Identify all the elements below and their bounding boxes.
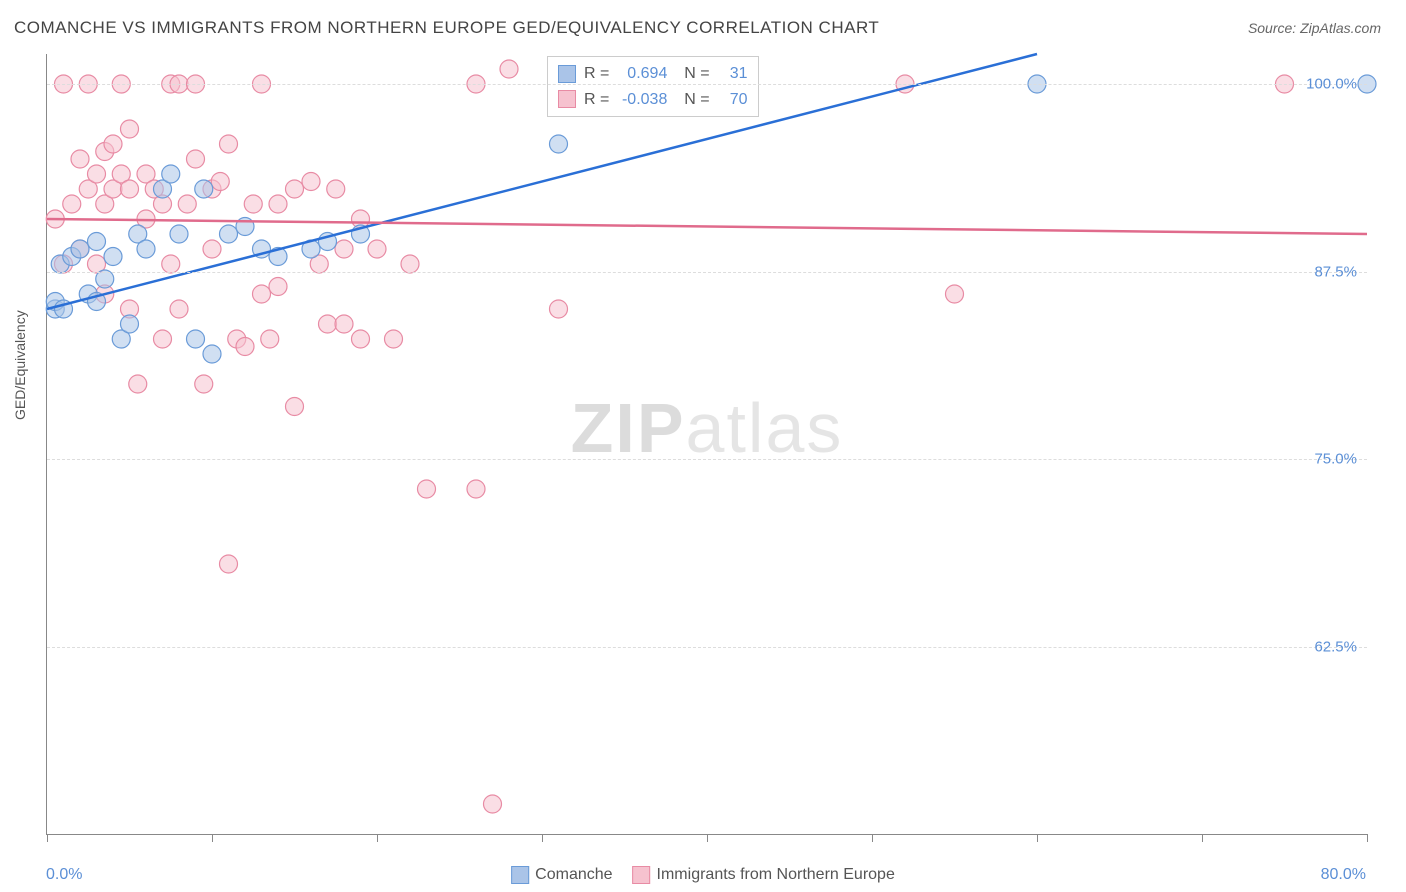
stat-n-value: 31	[718, 61, 748, 87]
scatter-point	[129, 375, 147, 393]
scatter-point	[195, 180, 213, 198]
scatter-point	[269, 278, 287, 296]
scatter-point	[946, 285, 964, 303]
scatter-point	[418, 480, 436, 498]
stat-r-value: -0.038	[617, 87, 667, 113]
scatter-point	[352, 330, 370, 348]
stat-n-label: N =	[675, 87, 709, 113]
plot-area: ZIPatlas R =0.694 N =31R =-0.038 N =70 6…	[46, 54, 1367, 835]
scatter-point	[550, 300, 568, 318]
scatter-point	[71, 150, 89, 168]
y-tick-label: 87.5%	[1314, 263, 1357, 280]
stat-n-value: 70	[718, 87, 748, 113]
scatter-point	[335, 315, 353, 333]
scatter-point	[170, 225, 188, 243]
scatter-point	[261, 330, 279, 348]
x-tick	[212, 834, 213, 842]
scatter-point	[187, 150, 205, 168]
legend-swatch-icon	[511, 866, 529, 884]
scatter-point	[211, 173, 229, 191]
scatter-point	[121, 315, 139, 333]
x-tick	[1367, 834, 1368, 842]
scatter-point	[104, 248, 122, 266]
chart-title: COMANCHE VS IMMIGRANTS FROM NORTHERN EUR…	[14, 18, 879, 38]
scatter-point	[385, 330, 403, 348]
scatter-point	[401, 255, 419, 273]
stat-r-label: R =	[584, 87, 609, 113]
scatter-point	[154, 330, 172, 348]
scatter-point	[63, 195, 81, 213]
scatter-point	[550, 135, 568, 153]
x-tick	[872, 834, 873, 842]
gridline	[47, 84, 1367, 85]
scatter-point	[484, 795, 502, 813]
stats-row: R = 0.694 N = 31	[558, 61, 748, 87]
scatter-point	[286, 180, 304, 198]
y-tick-label: 100.0%	[1306, 76, 1357, 93]
stat-r-value: 0.694	[617, 61, 667, 87]
stat-r-label: R =	[584, 61, 609, 87]
scatter-point	[162, 255, 180, 273]
scatter-point	[187, 330, 205, 348]
stats-legend-box: R = 0.694 N = 31 R = -0.038 N = 70	[547, 56, 759, 117]
scatter-point	[500, 60, 518, 78]
legend-bottom: Comanche Immigrants from Northern Europe	[511, 866, 895, 884]
scatter-point	[203, 240, 221, 258]
legend-swatch-icon	[558, 65, 576, 83]
y-axis-label: GED/Equivalency	[12, 310, 28, 420]
scatter-point	[104, 135, 122, 153]
scatter-point	[236, 338, 254, 356]
x-tick	[542, 834, 543, 842]
scatter-point	[162, 165, 180, 183]
scatter-point	[368, 240, 386, 258]
scatter-point	[88, 165, 106, 183]
x-tick	[377, 834, 378, 842]
gridline	[47, 647, 1367, 648]
scatter-point	[244, 195, 262, 213]
y-tick-label: 75.0%	[1314, 451, 1357, 468]
scatter-point	[269, 195, 287, 213]
legend-swatch-icon	[633, 866, 651, 884]
scatter-point	[137, 240, 155, 258]
x-axis-max-label: 80.0%	[1321, 866, 1366, 884]
scatter-point	[170, 300, 188, 318]
scatter-point	[71, 240, 89, 258]
chart-svg	[47, 54, 1367, 834]
legend-swatch-icon	[558, 90, 576, 108]
y-tick-label: 62.5%	[1314, 638, 1357, 655]
scatter-point	[195, 375, 213, 393]
scatter-point	[121, 120, 139, 138]
scatter-point	[319, 315, 337, 333]
scatter-point	[96, 270, 114, 288]
gridline	[47, 272, 1367, 273]
legend-label: Immigrants from Northern Europe	[657, 866, 895, 883]
scatter-point	[467, 480, 485, 498]
scatter-point	[220, 555, 238, 573]
scatter-point	[178, 195, 196, 213]
x-tick	[1202, 834, 1203, 842]
source-label: Source: ZipAtlas.com	[1248, 20, 1381, 36]
x-tick	[707, 834, 708, 842]
scatter-point	[220, 135, 238, 153]
scatter-point	[121, 180, 139, 198]
scatter-point	[88, 233, 106, 251]
stat-n-label: N =	[675, 61, 709, 87]
scatter-point	[302, 173, 320, 191]
scatter-point	[203, 345, 221, 363]
stats-row: R = -0.038 N = 70	[558, 87, 748, 113]
gridline	[47, 459, 1367, 460]
scatter-point	[286, 398, 304, 416]
scatter-point	[327, 180, 345, 198]
scatter-point	[220, 225, 238, 243]
x-axis-min-label: 0.0%	[46, 866, 82, 884]
legend-item: Immigrants from Northern Europe	[633, 866, 895, 884]
legend-label: Comanche	[535, 866, 612, 883]
x-tick	[47, 834, 48, 842]
x-tick	[1037, 834, 1038, 842]
scatter-point	[335, 240, 353, 258]
legend-item: Comanche	[511, 866, 612, 884]
scatter-point	[253, 285, 271, 303]
